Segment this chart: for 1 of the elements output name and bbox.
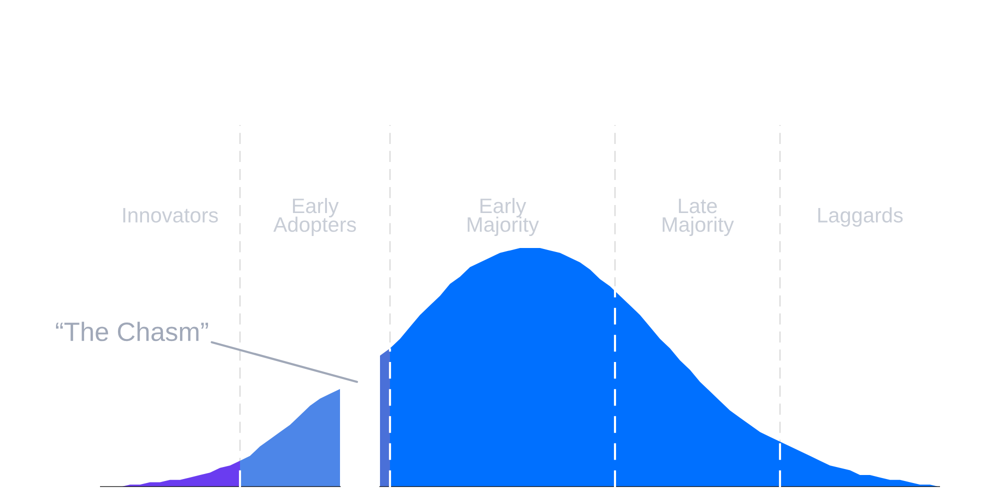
annotation: “The Chasm”: [56, 322, 208, 342]
